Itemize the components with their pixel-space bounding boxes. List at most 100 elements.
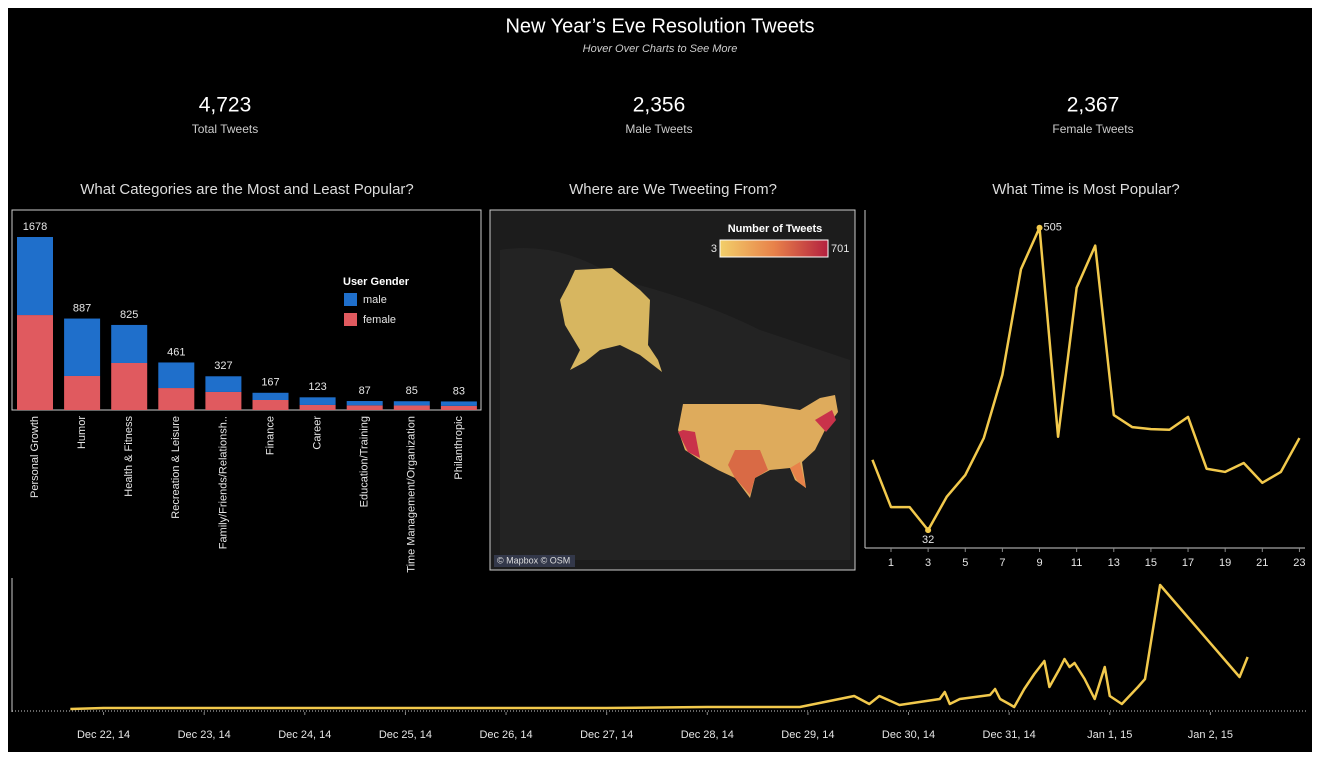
map: Number of Tweets 3 701 © Mapbox © OSM [489,209,856,571]
bar-segment [346,401,383,406]
bar-segment [205,376,242,392]
data-label: 85 [406,385,418,397]
data-label: 1678 [23,221,47,233]
legend-min: 3 [711,243,717,255]
x-tick-label: 5 [962,557,968,569]
x-tick-label: 23 [1293,557,1305,569]
x-tick-label: 3 [925,557,931,569]
bar-panel [11,209,482,411]
x-tick-label: Career [312,416,324,450]
legend-title: User Gender [343,276,410,288]
title: New Year’s Eve Resolution Tweets [505,15,814,37]
bar-segment [205,391,242,410]
color-scale [719,239,829,258]
data-label: 887 [73,302,91,314]
line [70,583,1249,711]
x-tick-label: Education/Training [359,416,371,507]
x-tick-label: 9 [1036,557,1042,569]
bar-segment [17,315,53,410]
x-tick-label: Family/Friends/Relationsh.. [217,416,229,549]
texas [728,450,768,495]
bar-segment [393,405,430,410]
x-tick-label: 21 [1256,557,1268,569]
x-tick-label: Jan 2, 15 [1188,729,1233,741]
point [1036,224,1043,231]
data-label: 825 [120,309,138,321]
legend-swatch [344,313,357,326]
x-tick-label: Dec 24, 14 [278,729,331,741]
legend-max: 701 [831,243,849,255]
bar-segment [64,375,101,410]
chart-title: What Time is Most Popular? [992,181,1180,198]
data-label: 167 [261,377,279,389]
subtitle: Hover Over Charts to See More [583,43,738,55]
bar-segment [299,404,336,410]
alaska [560,268,662,372]
bar-segment [393,401,430,406]
data-label: 87 [359,385,371,397]
credit-box [494,555,575,567]
x-tick-label: Humor [76,416,88,449]
florida [790,462,806,488]
bar-segment [17,237,53,316]
x-tick-label: 7 [999,557,1005,569]
kpi-label: Male Tweets [625,122,692,136]
x-tick-label: Dec 27, 14 [580,729,633,741]
california [678,430,700,458]
x-tick-label: Dec 26, 14 [479,729,532,741]
chart-title: What Categories are the Most and Least P… [80,181,414,198]
x-tick-label: Health & Fitness [123,416,135,497]
x-tick-label: Recreation & Leisure [170,416,182,519]
kpis: 4,723 Total Tweets 2,356 Male Tweets 2,3… [192,94,1134,137]
bar-segment [440,405,477,410]
bar-segment [252,392,289,400]
x-tick-label: Dec 30, 14 [882,729,935,741]
legend-swatch [344,293,357,306]
bar-segment [299,397,336,405]
x-tick-label: 11 [1071,557,1082,569]
x-tick-label: 15 [1145,557,1157,569]
x-tick-label: 17 [1182,557,1194,569]
x-tick-label: Dec 31, 14 [983,729,1036,741]
x-tick-label: Jan 1, 15 [1087,729,1132,741]
data-label: 505 [1044,222,1062,234]
kpi-value: 2,367 [1067,94,1120,117]
legend-label: female [363,314,396,326]
x-tick-label: Dec 22, 14 [77,729,130,741]
data-label: 461 [167,346,185,358]
x-tick-label: 19 [1219,557,1231,569]
chart-title: Where are We Tweeting From? [569,181,777,198]
legend-label: male [363,294,387,306]
kpi-value: 4,723 [199,94,252,117]
x-tick-label: Finance [264,416,276,455]
kpi-value: 2,356 [633,94,686,117]
bar-segment [252,399,289,410]
bar-segment [346,405,383,410]
northeast [815,410,836,432]
bar-segment [111,324,148,363]
x-tick-label: Dec 29, 14 [781,729,834,741]
kpi-label: Total Tweets [192,122,258,136]
x-tick-label: 13 [1108,557,1120,569]
data-label: 83 [453,385,465,397]
legend-title: Number of Tweets [728,223,823,235]
bar-segment [158,362,195,389]
bar-segment [64,318,101,376]
bar-segment [440,401,477,406]
x-tick-label: 1 [888,557,894,569]
data-label: 123 [308,381,326,393]
x-tick-label: Philanthropic [453,416,465,480]
credit: © Mapbox © OSM [497,555,570,565]
line [871,226,1301,532]
data-label: 32 [922,534,934,546]
bar-segment [111,362,148,410]
x-tick-label: Personal Growth [29,416,41,498]
x-tick-label: Time Management/Organization [406,416,418,573]
x-tick-label: Dec 28, 14 [681,729,734,741]
data-label: 327 [214,360,232,372]
bar-segment [158,388,195,410]
kpi-label: Female Tweets [1052,122,1133,136]
x-tick-label: Dec 23, 14 [178,729,231,741]
point [925,527,932,534]
